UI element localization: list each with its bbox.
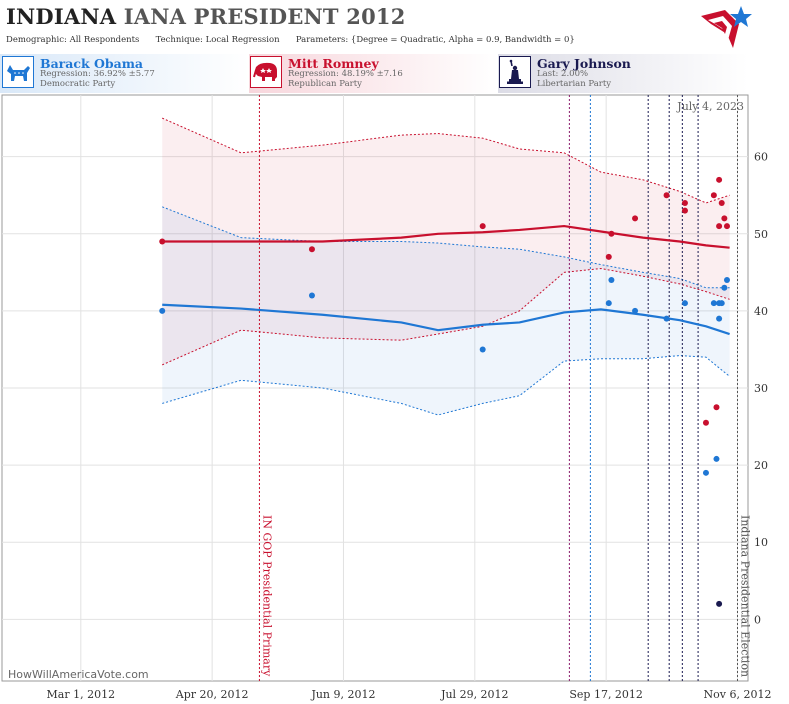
x-tick-label: Jul 29, 2012 <box>440 688 509 701</box>
candidate-regression: Regression: 48.19% ±7.16 <box>288 69 403 79</box>
poll-point <box>721 215 728 222</box>
title-rest: IANA PRESIDENT 2012 <box>123 4 406 29</box>
poll-point <box>479 346 486 353</box>
upper-bound-line <box>162 117 730 204</box>
parameters-line: Demographic: All Respondents Technique: … <box>6 35 575 45</box>
poll-point <box>713 455 720 462</box>
donkey-icon <box>2 56 34 88</box>
candidate-party: Libertarian Party <box>537 79 612 89</box>
poll-point <box>681 199 688 206</box>
x-tick-label: Mar 1, 2012 <box>47 688 116 701</box>
poll-point <box>716 315 723 322</box>
statue-of-liberty-icon <box>499 56 531 88</box>
candidate-bar <box>0 54 748 93</box>
x-tick-label: Apr 20, 2012 <box>175 688 249 701</box>
poll-point <box>159 307 166 314</box>
candidate-last: Last: 2.00% <box>537 69 589 79</box>
confidence-band <box>162 206 730 415</box>
elephant-icon <box>250 56 282 88</box>
technique-value: Local Regression <box>205 35 280 45</box>
poll-point <box>723 277 730 284</box>
poll-point <box>702 469 709 476</box>
poll-point <box>702 419 709 426</box>
poll-point <box>710 300 717 307</box>
poll-point <box>716 300 723 307</box>
lower-bound-line <box>162 355 730 416</box>
poll-point <box>710 192 717 199</box>
candidate-regression: Regression: 36.92% ±5.77 <box>40 69 155 79</box>
confidence-band <box>162 118 730 365</box>
candidate-name: Barack Obama <box>40 56 144 71</box>
poll-point <box>308 246 315 253</box>
candidate-name: Mitt Romney <box>288 56 379 71</box>
demographic-value: All Respondents <box>69 35 140 45</box>
title-state: INDIANA <box>6 4 117 29</box>
chart-title: INDIANA IANA PRESIDENT 2012 <box>6 4 406 29</box>
poll-point <box>479 223 486 230</box>
poll-point <box>308 292 315 299</box>
y-tick-label: 60 <box>754 151 768 164</box>
upper-bound-line <box>162 206 730 289</box>
plot-area <box>1 94 749 682</box>
parameters-value: {Degree = Quadratic, Alpha = 0.9, Bandwi… <box>350 35 575 45</box>
trend-line <box>162 303 730 336</box>
x-tick-label: Jun 9, 2012 <box>310 688 375 701</box>
poll-point <box>632 215 639 222</box>
poll-point <box>721 284 728 291</box>
poll-point <box>663 315 670 322</box>
candidate-party: Republican Party <box>288 79 362 89</box>
poll-point <box>723 223 730 230</box>
y-tick-label: 0 <box>754 613 761 626</box>
poll-point <box>605 300 612 307</box>
poll-point <box>663 192 670 199</box>
event-label: Indiana Presidential Election <box>738 515 751 677</box>
y-tick-label: 50 <box>754 228 768 241</box>
poll-point <box>716 176 723 183</box>
poll-point <box>716 223 723 230</box>
x-tick-label: Nov 6, 2012 <box>704 688 772 701</box>
poll-point <box>608 277 615 284</box>
site-logo <box>701 6 752 48</box>
poll-point <box>605 253 612 260</box>
watermark: HowWillAmericaVote.com <box>8 668 149 681</box>
technique-label: Technique: <box>155 35 203 45</box>
x-tick-label: Sep 17, 2012 <box>569 688 643 701</box>
poll-point <box>716 600 723 607</box>
event-label: IN GOP Presidential Primary <box>260 515 273 677</box>
trend-line <box>162 224 730 249</box>
y-tick-label: 10 <box>754 536 768 549</box>
candidate-name: Gary Johnson <box>537 56 631 71</box>
poll-point <box>632 307 639 314</box>
poll-point <box>608 230 615 237</box>
y-tick-label: 30 <box>754 382 768 395</box>
candidate-party: Democratic Party <box>40 79 116 89</box>
parameters-label: Parameters: <box>295 35 349 45</box>
poll-point <box>713 404 720 411</box>
lower-bound-line <box>162 267 730 366</box>
date-label: July 4, 2023 <box>676 100 744 113</box>
poll-point <box>718 300 725 307</box>
y-tick-label: 20 <box>754 459 768 472</box>
poll-point <box>681 300 688 307</box>
poll-point <box>718 199 725 206</box>
demographic-label: Demographic: <box>6 35 67 45</box>
poll-point <box>159 238 166 245</box>
poll-point <box>681 207 688 214</box>
y-tick-label: 40 <box>754 305 768 318</box>
